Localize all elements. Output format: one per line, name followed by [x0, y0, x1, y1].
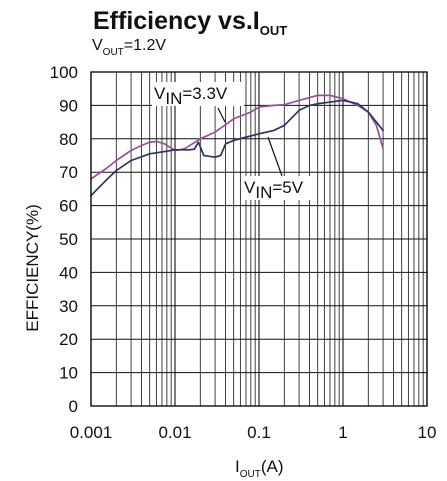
- series-label-vin-3v3-rest: =3.3V: [182, 84, 228, 103]
- chart-subtitle-rest: =1.2V: [124, 37, 167, 54]
- series-label-vin-5v-rest: =5V: [272, 178, 303, 197]
- y-axis-label: EFFICIENCY(%): [23, 204, 42, 332]
- y-tick-label: 60: [59, 197, 78, 216]
- y-tick-label: 70: [59, 163, 78, 182]
- chart-title-sub: OUT: [260, 23, 288, 38]
- y-tick-label: 90: [59, 96, 78, 115]
- series-label-vin-3v3-background: [152, 82, 244, 106]
- chart-title-main: Efficiency vs.I: [93, 7, 260, 35]
- y-tick-label: 30: [59, 297, 78, 316]
- x-axis-label-sub: OUT: [240, 469, 261, 480]
- series-label-vin-3v3: VIN=3.3V: [154, 84, 228, 108]
- series-label-vin-3v3-leader: [217, 107, 226, 123]
- x-tick-label: 0.1: [247, 423, 271, 442]
- chart-title: Efficiency vs.IOUT: [93, 7, 287, 38]
- series-label-vin-5v: VIN=5V: [244, 178, 304, 202]
- y-tick-label: 10: [59, 364, 78, 383]
- x-tick-label: 1: [338, 423, 347, 442]
- series-label-vin-5v-main: V: [244, 178, 256, 197]
- series-line-vin-3v3: [90, 94, 384, 180]
- x-tick-label: 10: [418, 423, 437, 442]
- series-line-vin-5v: [90, 99, 384, 197]
- series-layer: [90, 94, 384, 197]
- series-label-vin-3v3-sub: IN: [165, 89, 182, 108]
- y-tick-label: 100: [50, 63, 78, 82]
- x-tick-label: 0.001: [70, 423, 113, 442]
- y-tick-label: 20: [59, 330, 78, 349]
- x-tick-label: 0.01: [158, 423, 191, 442]
- series-label-vin-5v-background: [242, 176, 312, 200]
- x-axis-label-rest: (A): [261, 457, 284, 476]
- series-label-vin-5v-sub: IN: [255, 183, 272, 202]
- series-label-vin-3v3-main: V: [154, 84, 166, 103]
- x-axis-label-main: I: [235, 457, 240, 476]
- series-label-vin-5v-leader: [267, 136, 283, 177]
- y-tick-label: 0: [69, 397, 78, 416]
- y-tick-label: 50: [59, 230, 78, 249]
- chart-subtitle: VOUT=1.2V: [92, 37, 166, 58]
- y-tick-label: 40: [59, 263, 78, 282]
- chart-subtitle-sub: OUT: [103, 47, 124, 58]
- y-tick-label: 80: [59, 130, 78, 149]
- chart-subtitle-main: V: [92, 37, 103, 54]
- x-axis-label: IOUT(A): [235, 457, 284, 480]
- plot-frame: [90, 71, 428, 407]
